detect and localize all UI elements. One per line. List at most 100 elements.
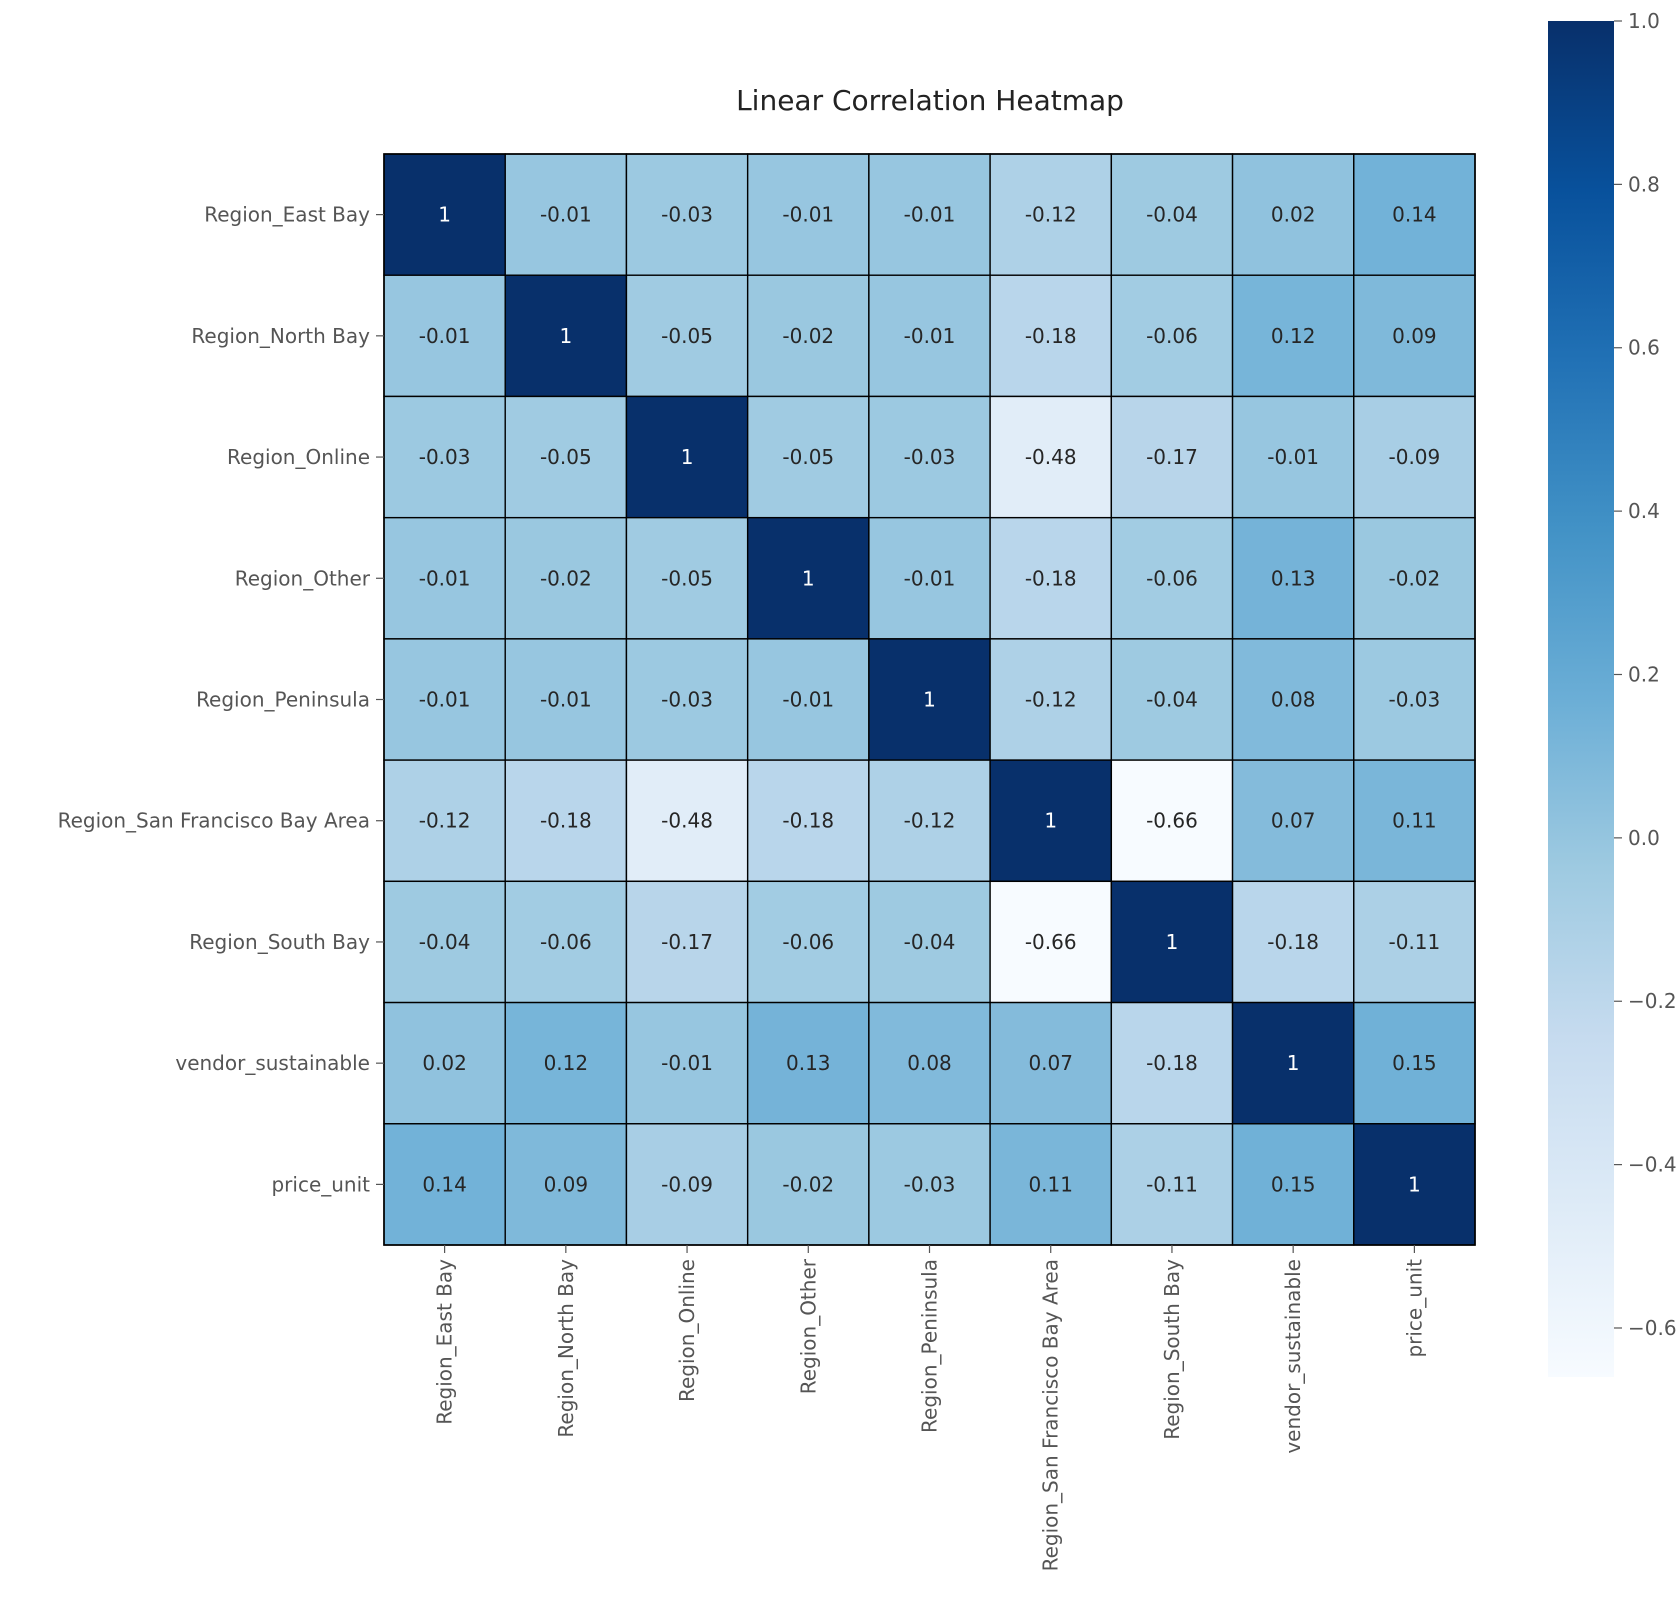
cell-value-label: -0.17 bbox=[661, 930, 713, 954]
heatmap-cell bbox=[1110, 880, 1234, 1004]
heatmap-cell bbox=[868, 880, 991, 1004]
cell-value-label: 0.02 bbox=[1271, 203, 1316, 227]
cell-value-label: -0.04 bbox=[904, 930, 956, 954]
cell-value-label: -0.48 bbox=[661, 809, 713, 833]
chart-title: Linear Correlation Heatmap bbox=[736, 84, 1124, 117]
cell-value-label: -0.04 bbox=[1146, 688, 1198, 712]
heatmap-cell bbox=[1110, 1123, 1234, 1246]
heatmap-cell bbox=[989, 759, 1113, 883]
cell-value-label: -0.03 bbox=[1389, 688, 1441, 712]
cell-value-label: 1 bbox=[559, 324, 572, 348]
colorbar-tick-label: 0.2 bbox=[1628, 662, 1660, 686]
heatmap-cell bbox=[1231, 153, 1355, 276]
cell-value-label: -0.02 bbox=[782, 1172, 834, 1196]
heatmap-cell bbox=[1353, 1001, 1476, 1125]
heatmap-cell bbox=[383, 153, 506, 276]
cell-value-label: -0.18 bbox=[782, 809, 834, 833]
cell-value-label: 0.13 bbox=[1271, 566, 1316, 590]
x-tick-label: Region_South Bay bbox=[1160, 1259, 1184, 1440]
cell-value-label: -0.06 bbox=[1146, 566, 1198, 590]
y-axis-labels: Region_East Bay Region_North Bay Region_On… bbox=[58, 203, 384, 1196]
heatmap-cell bbox=[989, 1001, 1113, 1125]
cell-value-label: -0.09 bbox=[661, 1172, 713, 1196]
heatmap-cell bbox=[1110, 638, 1234, 761]
cell-value-label: 1 bbox=[681, 445, 694, 469]
heatmap-cell bbox=[989, 274, 1113, 398]
cell-value-label: 1 bbox=[1044, 809, 1057, 833]
cell-value-label: -0.06 bbox=[782, 930, 834, 954]
colorbar-tick-label: −0.6 bbox=[1628, 1316, 1677, 1340]
cell-value-label: -0.01 bbox=[904, 324, 956, 348]
cell-value-label: -0.01 bbox=[782, 688, 834, 712]
heatmap-cell bbox=[383, 274, 506, 398]
colorbar-tick-label: 1.0 bbox=[1628, 9, 1660, 33]
y-tick-label: Region_Peninsula bbox=[196, 688, 370, 712]
heatmap-cell bbox=[1231, 274, 1355, 398]
cell-value-label: 0.02 bbox=[422, 1051, 467, 1075]
cell-value-label: 1 bbox=[923, 688, 936, 712]
cell-value-label: -0.02 bbox=[782, 324, 834, 348]
y-tick-label: vendor_sustainable bbox=[175, 1051, 370, 1075]
colorbar-tick-label: 0.0 bbox=[1628, 826, 1660, 850]
cell-value-label: -0.66 bbox=[1146, 809, 1198, 833]
y-tick-label: Region_San Francisco Bay Area bbox=[58, 809, 370, 833]
heatmap-cell bbox=[868, 759, 991, 883]
heatmap-cell bbox=[383, 880, 506, 1004]
heatmap-cell bbox=[1353, 1123, 1476, 1246]
cell-value-label: -0.18 bbox=[1146, 1051, 1198, 1075]
heatmap-cell bbox=[746, 395, 870, 519]
heatmap-cell bbox=[1231, 759, 1355, 883]
cell-value-label: 0.09 bbox=[1392, 324, 1437, 348]
cell-value-label: 1 bbox=[1166, 930, 1179, 954]
cell-value-label: -0.02 bbox=[1389, 566, 1441, 590]
x-tick-label: Region_San Francisco Bay Area bbox=[1039, 1259, 1063, 1571]
heatmap-cell bbox=[1110, 274, 1234, 398]
heatmap-cell bbox=[383, 1123, 506, 1246]
cell-value-label: 1 bbox=[438, 203, 451, 227]
x-tick-label: vendor_sustainable bbox=[1281, 1259, 1305, 1454]
heatmap-cells: 1 -0.01 -0.03 -0.01 -0.01 -0.12 -0.04 0.02 0.14 -… bbox=[383, 153, 1476, 1246]
cell-value-label: 0.13 bbox=[786, 1051, 831, 1075]
cell-value-label: -0.01 bbox=[1267, 445, 1319, 469]
heatmap-cell bbox=[746, 274, 870, 398]
cell-value-label: -0.66 bbox=[1025, 930, 1077, 954]
cell-value-label: -0.18 bbox=[1267, 930, 1319, 954]
heatmap-cell bbox=[504, 516, 628, 640]
cell-value-label: 0.11 bbox=[1392, 809, 1437, 833]
y-tick-label: Region_Other bbox=[235, 566, 371, 590]
cell-value-label: -0.04 bbox=[1146, 203, 1198, 227]
cell-value-label: -0.01 bbox=[419, 566, 471, 590]
heatmap-cell bbox=[1353, 395, 1476, 519]
x-tick-label: Region_Online bbox=[675, 1259, 699, 1402]
heatmap-cell bbox=[625, 1123, 749, 1246]
heatmap-cell bbox=[989, 153, 1113, 276]
heatmap-cell bbox=[1353, 274, 1476, 398]
cell-value-label: 0.09 bbox=[544, 1172, 589, 1196]
colorbar-gradient bbox=[1548, 21, 1614, 1377]
y-tick-label: Region_Online bbox=[227, 445, 370, 469]
cell-value-label: -0.12 bbox=[419, 809, 471, 833]
cell-value-label: 0.07 bbox=[1028, 1051, 1073, 1075]
cell-value-label: -0.03 bbox=[419, 445, 471, 469]
heatmap-cell bbox=[383, 395, 506, 519]
cell-value-label: -0.03 bbox=[661, 688, 713, 712]
colorbar-tick-label: −0.2 bbox=[1628, 989, 1677, 1013]
heatmap-cell bbox=[1353, 516, 1476, 640]
heatmap-cell bbox=[1231, 516, 1355, 640]
cell-value-label: -0.01 bbox=[904, 566, 956, 590]
heatmap-cell bbox=[989, 638, 1113, 761]
heatmap-cell bbox=[383, 759, 506, 883]
heatmap-cell bbox=[1110, 395, 1234, 519]
cell-value-label: 0.15 bbox=[1271, 1172, 1316, 1196]
x-tick-label: price_unit bbox=[1402, 1259, 1426, 1358]
heatmap-cell bbox=[868, 153, 991, 276]
cell-value-label: -0.11 bbox=[1146, 1172, 1198, 1196]
cell-value-label: -0.18 bbox=[540, 809, 592, 833]
cell-value-label: -0.05 bbox=[661, 566, 713, 590]
heatmap-cell bbox=[504, 880, 628, 1004]
heatmap-cell bbox=[625, 274, 749, 398]
x-tick-label: Region_Other bbox=[796, 1258, 820, 1394]
cell-value-label: -0.12 bbox=[1025, 203, 1077, 227]
cell-value-label: -0.12 bbox=[904, 809, 956, 833]
